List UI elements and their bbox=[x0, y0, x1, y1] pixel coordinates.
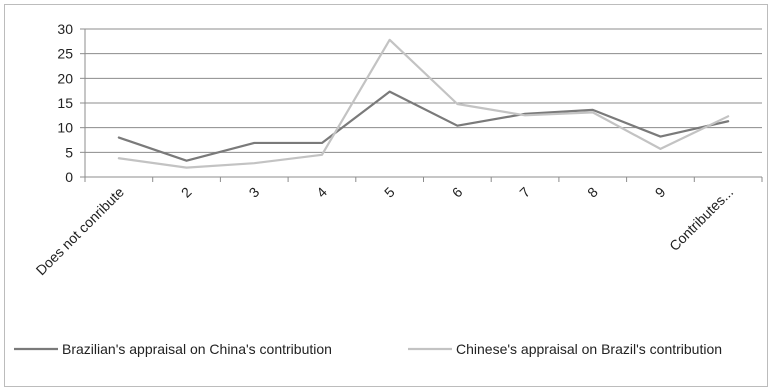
chart-frame bbox=[4, 4, 768, 387]
x-tick-label: Contributes... bbox=[666, 184, 736, 254]
series-line-1 bbox=[117, 90, 730, 162]
x-tick-label: 5 bbox=[381, 184, 398, 201]
x-tick-labels: Does not conribute 2 3 4 5 6 7 8 9Contributes... bbox=[33, 184, 737, 279]
x-tick-label: 2 bbox=[178, 184, 195, 201]
y-tick-labels: 0 5 10 15 20 25 30 bbox=[57, 21, 73, 185]
y-tick-label: 15 bbox=[57, 95, 73, 111]
y-tick-label: 20 bbox=[57, 70, 73, 86]
x-tick-label: 8 bbox=[584, 184, 601, 201]
legend-label: Chinese's appraisal on Brazil's contribu… bbox=[456, 341, 722, 357]
x-tick-label: 9 bbox=[652, 184, 669, 201]
x-tick-label: 3 bbox=[246, 184, 263, 201]
x-tick-label: 6 bbox=[449, 184, 466, 201]
legend-label: Brazilian's appraisal on China's contrib… bbox=[62, 341, 332, 357]
series-lines bbox=[117, 38, 730, 169]
gridlines bbox=[85, 28, 762, 153]
x-tick-label: Does not conribute bbox=[33, 184, 128, 279]
y-tick-label: 5 bbox=[65, 144, 73, 160]
x-tick-label: 4 bbox=[313, 184, 330, 201]
axes bbox=[80, 28, 763, 182]
series-line-2 bbox=[117, 38, 730, 169]
y-tick-label: 0 bbox=[65, 169, 73, 185]
y-tick-label: 30 bbox=[57, 21, 73, 37]
x-tick-label: 7 bbox=[516, 184, 533, 201]
legend: Brazilian's appraisal on China's contrib… bbox=[14, 341, 722, 357]
y-tick-label: 10 bbox=[57, 120, 73, 136]
y-tick-label: 25 bbox=[57, 46, 73, 62]
